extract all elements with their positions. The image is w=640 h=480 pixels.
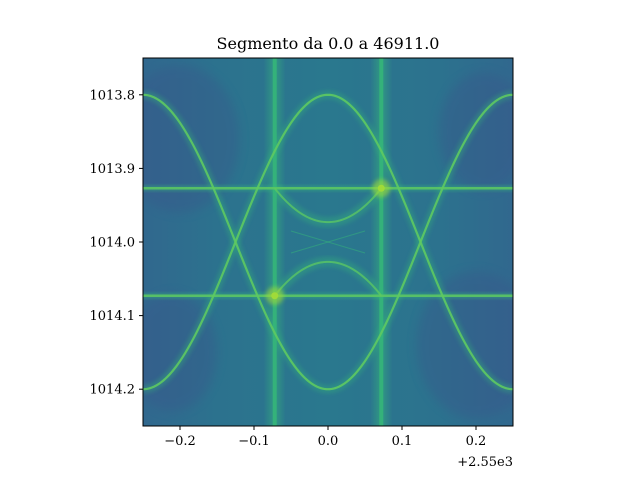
y-tick-label-1: 1013.9 — [90, 162, 136, 177]
y-tick-label-0: 1013.8 — [90, 88, 136, 103]
y-tick-label-3: 1014.1 — [90, 309, 136, 324]
x-tick-label-0: −0.2 — [164, 434, 196, 449]
center-diagonal-1 — [290, 230, 366, 254]
x-tick-label-3: 0.1 — [392, 434, 413, 449]
inner-arc-1 — [273, 260, 383, 297]
x-tick-label-4: 0.2 — [466, 434, 487, 449]
y-tick-label-2: 1014.0 — [90, 236, 136, 251]
hot-spot-1 — [377, 184, 385, 192]
x-tick-label-1: −0.1 — [238, 434, 270, 449]
hot-spot-layer — [265, 179, 391, 305]
hot-spot-0 — [271, 292, 279, 300]
cosine-curve-0 — [143, 93, 513, 391]
plot-area — [143, 58, 513, 426]
x-axis: −0.2 −0.1 0.0 0.1 0.2 — [164, 426, 486, 449]
inner-arc-0 — [273, 187, 383, 224]
x-offset-label: +2.55e3 — [457, 455, 513, 470]
line-layer — [143, 58, 513, 426]
cosine-curve-1 — [143, 93, 513, 391]
y-tick-label-4: 1014.2 — [90, 383, 136, 398]
chart-title: Segmento da 0.0 a 46911.0 — [217, 34, 440, 53]
x-tick-label-2: 0.0 — [318, 434, 339, 449]
y-axis: 1013.8 1013.9 1014.0 1014.1 1014.2 — [90, 88, 143, 398]
